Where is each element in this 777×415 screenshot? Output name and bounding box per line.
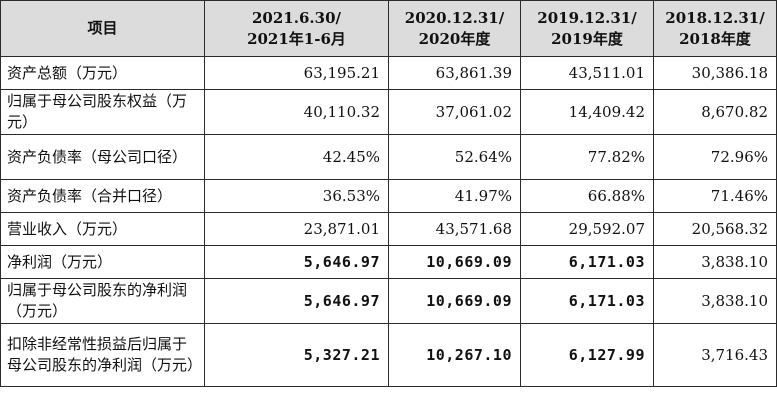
row-label: 归属于母公司股东的净利润（万元） xyxy=(0,278,205,324)
cell-value: 6,127.99 xyxy=(520,323,654,387)
cell-value: 43,571.68 xyxy=(388,212,521,246)
header-period-2019: 2019.12.31/2019年度 xyxy=(520,0,654,57)
table-row: 归属于母公司股东的净利润（万元） 5,646.97 10,669.09 6,17… xyxy=(0,278,777,324)
cell-value: 66.88% xyxy=(520,179,654,213)
row-label: 营业收入（万元） xyxy=(0,212,205,246)
header-period-2021h1: 2021.6.30/2021年1-6月 xyxy=(204,0,389,57)
table-row: 资产负债率（母公司口径） 42.45% 52.64% 77.82% 72.96% xyxy=(0,134,777,180)
cell-value: 5,646.97 xyxy=(204,245,389,279)
header-row: 项目 2021.6.30/2021年1-6月 2020.12.31/2020年度… xyxy=(0,0,777,57)
row-label: 资产总额（万元） xyxy=(0,56,205,90)
header-period-2020: 2020.12.31/2020年度 xyxy=(388,0,521,57)
row-label: 归属于母公司股东权益（万元） xyxy=(0,89,205,135)
cell-value: 5,646.97 xyxy=(204,278,389,324)
table-row: 资产总额（万元） 63,195.21 63,861.39 43,511.01 3… xyxy=(0,56,777,90)
cell-value: 6,171.03 xyxy=(520,278,654,324)
row-label: 资产负债率（合并口径） xyxy=(0,179,205,213)
row-label: 资产负债率（母公司口径） xyxy=(0,134,205,180)
cell-value: 14,409.42 xyxy=(520,89,654,135)
table-row: 归属于母公司股东权益（万元） 40,110.32 37,061.02 14,40… xyxy=(0,89,777,135)
cell-value: 40,110.32 xyxy=(204,89,389,135)
row-label: 扣除非经常性损益后归属于母公司股东的净利润（万元） xyxy=(0,323,205,387)
cell-value: 3,716.43 xyxy=(653,323,777,387)
cell-value: 29,592.07 xyxy=(520,212,654,246)
cell-value: 10,669.09 xyxy=(388,245,521,279)
cell-value: 63,861.39 xyxy=(388,56,521,90)
cell-value: 41.97% xyxy=(388,179,521,213)
table-row: 净利润（万元） 5,646.97 10,669.09 6,171.03 3,83… xyxy=(0,245,777,279)
cell-value: 77.82% xyxy=(520,134,654,180)
cell-value: 52.64% xyxy=(388,134,521,180)
cell-value: 3,838.10 xyxy=(653,278,777,324)
row-label: 净利润（万元） xyxy=(0,245,205,279)
cell-value: 72.96% xyxy=(653,134,777,180)
financial-data-table: 项目 2021.6.30/2021年1-6月 2020.12.31/2020年度… xyxy=(0,0,777,387)
cell-value: 36.53% xyxy=(204,179,389,213)
cell-value: 6,171.03 xyxy=(520,245,654,279)
cell-value: 20,568.32 xyxy=(653,212,777,246)
header-period-2018: 2018.12.31/2018年度 xyxy=(653,0,777,57)
cell-value: 43,511.01 xyxy=(520,56,654,90)
table-row: 资产负债率（合并口径） 36.53% 41.97% 66.88% 71.46% xyxy=(0,179,777,213)
cell-value: 37,061.02 xyxy=(388,89,521,135)
header-item: 项目 xyxy=(0,0,205,57)
cell-value: 42.45% xyxy=(204,134,389,180)
table-row: 营业收入（万元） 23,871.01 43,571.68 29,592.07 2… xyxy=(0,212,777,246)
cell-value: 8,670.82 xyxy=(653,89,777,135)
cell-value: 30,386.18 xyxy=(653,56,777,90)
table-row: 扣除非经常性损益后归属于母公司股东的净利润（万元） 5,327.21 10,26… xyxy=(0,323,777,387)
cell-value: 23,871.01 xyxy=(204,212,389,246)
cell-value: 10,669.09 xyxy=(388,278,521,324)
cell-value: 63,195.21 xyxy=(204,56,389,90)
cell-value: 3,838.10 xyxy=(653,245,777,279)
cell-value: 5,327.21 xyxy=(204,323,389,387)
cell-value: 10,267.10 xyxy=(388,323,521,387)
cell-value: 71.46% xyxy=(653,179,777,213)
